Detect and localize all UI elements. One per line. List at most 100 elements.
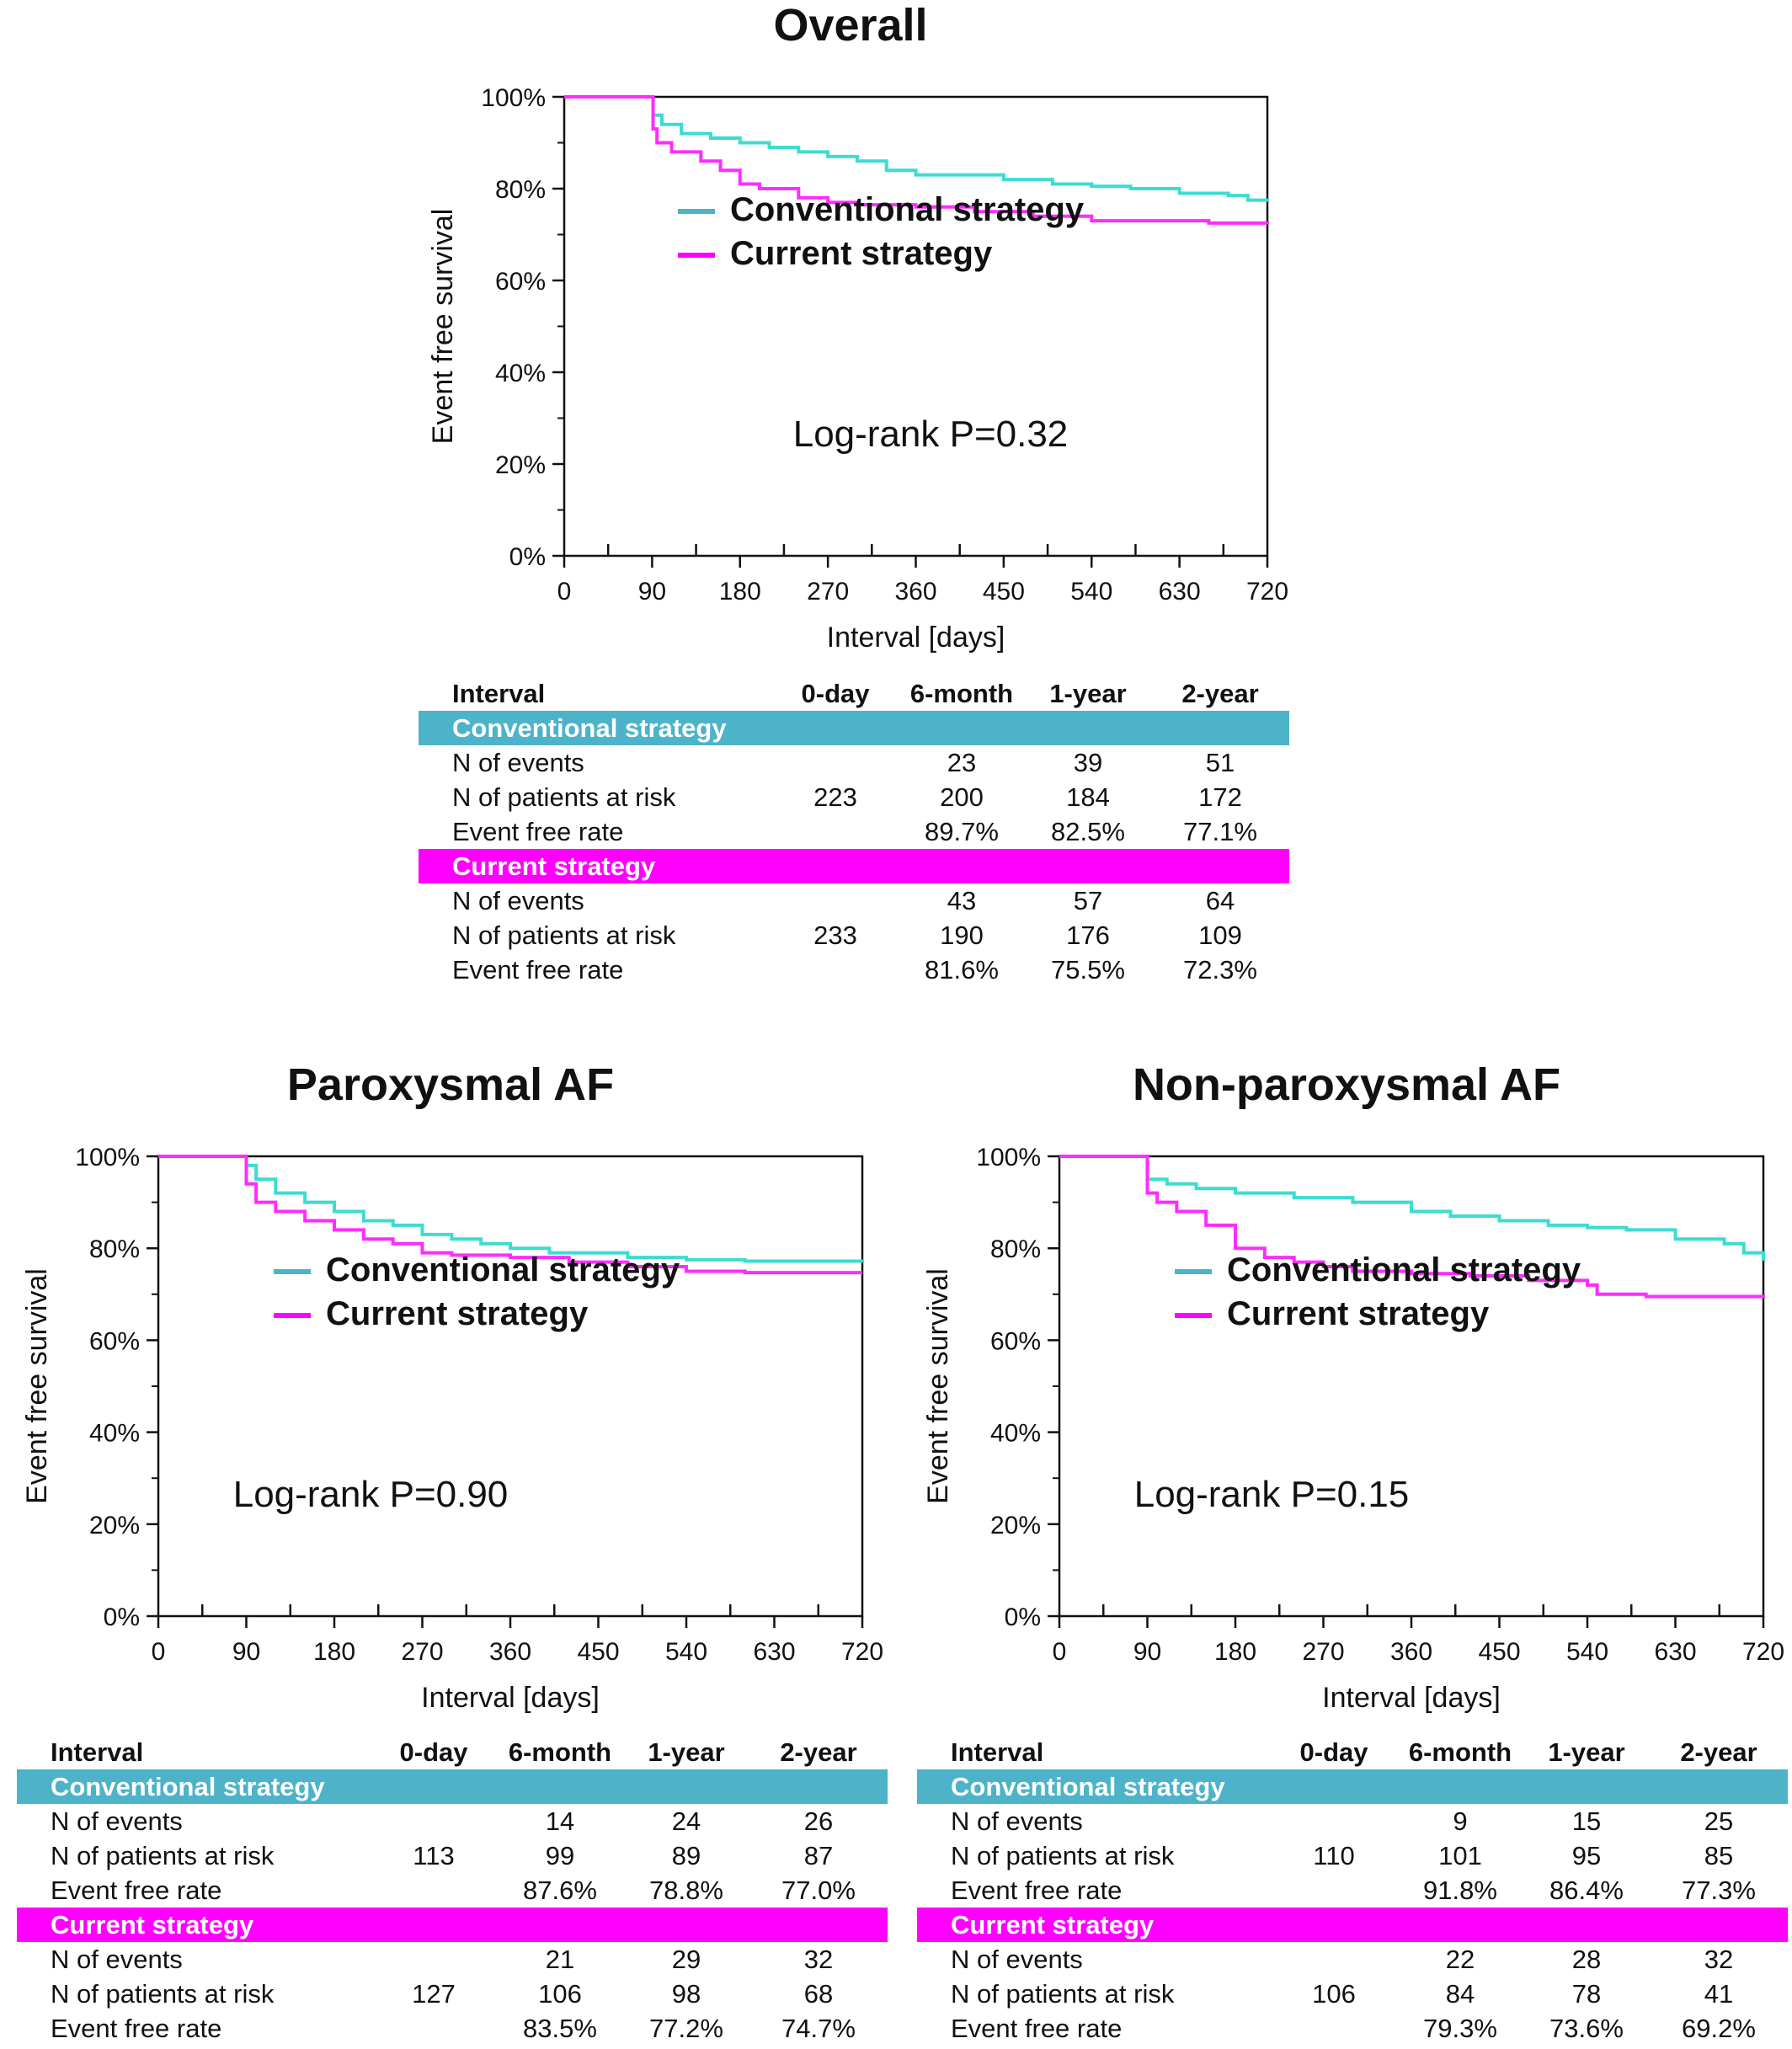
y-tick-label: 100%	[976, 1144, 1041, 1171]
row-label: Event free rate	[452, 955, 624, 984]
x-tick-label: 720	[841, 1638, 883, 1666]
table-cell	[1271, 1942, 1397, 1977]
y-tick-label: 40%	[990, 1420, 1041, 1448]
group-label: Current strategy	[17, 1908, 888, 1942]
paroxysmal-panel: Paroxysmal AF 0% 20% 40% 60% 80% 100% 0 90 180 27…	[0, 1059, 901, 2049]
table-cell	[772, 952, 899, 987]
conventional-strategy-curve	[158, 1155, 864, 1263]
table-cell	[772, 745, 899, 780]
group-label: Conventional strategy	[419, 711, 1289, 745]
table-cell: 84	[1445, 1979, 1475, 2009]
row-label: N of events	[951, 1945, 1083, 1974]
table-cell: 233	[813, 920, 857, 950]
table-header-cell: 1-year	[1548, 1737, 1625, 1767]
table-cell	[1271, 1804, 1397, 1838]
group-label: Current strategy	[419, 849, 1289, 883]
table-cell: 23	[947, 748, 977, 777]
plot-frame	[1058, 1155, 1765, 1618]
table-header-cell: 2-year	[1680, 1737, 1757, 1767]
row-label: Event free rate	[452, 817, 624, 846]
table-cell: 110	[1313, 1841, 1355, 1870]
table-cell: 81.6%	[925, 955, 999, 984]
x-tick-label: 360	[489, 1638, 531, 1666]
table-cell: 26	[803, 1806, 834, 1836]
table-cell: 78.8%	[649, 1876, 723, 1905]
table-cell: 51	[1205, 748, 1235, 777]
table-row: N of patients at risk 223 200 184 172	[419, 780, 1289, 814]
table-cell: 77.0%	[781, 1876, 856, 1905]
row-label: N of patients at risk	[452, 782, 676, 812]
table-row: N of events 43 57 64	[419, 883, 1289, 918]
row-label: N of patients at risk	[951, 1979, 1175, 2009]
table-cell: 127	[412, 1979, 456, 2009]
y-tick-label: 20%	[89, 1512, 140, 1539]
table-row: N of events 21 29 32	[17, 1942, 888, 1977]
x-tick-label: 720	[1246, 578, 1288, 606]
table-cell: 106	[538, 1979, 582, 2009]
x-tick-label: 630	[1654, 1638, 1696, 1666]
y-tick-label: 20%	[495, 451, 546, 479]
x-tick-label: 180	[1214, 1638, 1256, 1666]
row-label: N of patients at risk	[51, 1979, 275, 2009]
current-strategy-curve	[1059, 1155, 1765, 1299]
table-row: N of patients at risk 106 84 78 41	[917, 1977, 1788, 2011]
table-cell: 24	[671, 1806, 701, 1836]
group-row: Conventional strategy	[17, 1769, 888, 1804]
row-label: Event free rate	[51, 2014, 222, 2043]
table-cell: 190	[940, 920, 984, 950]
panel-title: Non-paroxysmal AF	[1132, 1059, 1561, 1110]
group-label: Conventional strategy	[917, 1769, 1788, 1804]
table-row: Event free rate 83.5% 77.2% 74.7%	[17, 2011, 888, 2046]
x-tick-label: 0	[557, 578, 572, 606]
x-tick-label: 90	[1133, 1638, 1161, 1666]
table-cell: 98	[671, 1979, 701, 2009]
table-row: N of events 14 24 26	[17, 1804, 888, 1838]
y-tick-label: 80%	[495, 176, 546, 204]
plot-frame	[563, 95, 1269, 558]
table-cell: 57	[1073, 886, 1103, 915]
km-chart-paroxysmal: 0% 20% 40% 60% 80% 100% 0 90 180 270 360 450 540 630 7…	[21, 1144, 883, 1714]
table-cell: 69.2%	[1682, 2014, 1756, 2043]
row-label: N of events	[51, 1945, 183, 1974]
y-tick-label: 20%	[990, 1512, 1041, 1539]
table-cell: 101	[1438, 1841, 1482, 1870]
current-strategy-curve	[158, 1155, 862, 1275]
table-header-row: Interval 0-day 6-month 1-year 2-year	[17, 1735, 888, 1769]
table-cell: 32	[803, 1945, 834, 1974]
table-header-cell: 0-day	[801, 679, 870, 708]
table-header-cell: 2-year	[1181, 679, 1259, 708]
table-cell	[371, 1942, 497, 1977]
km-chart-non-paroxysmal: 0% 20% 40% 60% 80% 100% 0 90 180 270 360 450 540 630 7…	[922, 1144, 1784, 1714]
x-tick-label: 540	[1070, 578, 1112, 606]
x-tick-label: 270	[401, 1638, 443, 1666]
table-cell: 15	[1571, 1806, 1602, 1836]
y-tick-label: 100%	[481, 84, 546, 112]
legend-label: Current strategy	[326, 1295, 589, 1332]
y-axis-title: Event free survival	[922, 1268, 954, 1504]
table-cell: 28	[1571, 1945, 1602, 1974]
row-label: N of events	[452, 748, 584, 777]
table-cell: 176	[1066, 920, 1110, 950]
conventional-strategy-curve	[1059, 1155, 1765, 1261]
x-tick-label: 450	[1478, 1638, 1520, 1666]
y-tick-label: 60%	[89, 1327, 140, 1355]
table-cell: 68	[803, 1979, 834, 2009]
table-header-cell: Interval	[51, 1737, 144, 1767]
table-cell: 91.8%	[1423, 1876, 1497, 1905]
table-cell: 39	[1073, 748, 1103, 777]
group-label: Conventional strategy	[17, 1769, 888, 1804]
y-tick-label: 60%	[990, 1327, 1041, 1355]
panel-title: Overall	[773, 0, 928, 51]
row-label: Event free rate	[951, 1876, 1123, 1905]
table-cell: 73.6%	[1549, 2014, 1624, 2043]
table-cell: 77.2%	[649, 2014, 723, 2043]
table-row: Event free rate 89.7% 82.5% 77.1%	[419, 814, 1289, 849]
table-cell	[371, 2011, 497, 2046]
panel-title: Paroxysmal AF	[286, 1059, 615, 1110]
table-header-cell: 6-month	[508, 1737, 612, 1767]
table-cell: 43	[947, 886, 977, 915]
table-cell: 89.7%	[925, 817, 999, 846]
table-cell: 83.5%	[523, 2014, 597, 2043]
table-row: Event free rate 91.8% 86.4% 77.3%	[917, 1873, 1788, 1908]
table-row: N of patients at risk 113 99 89 87	[17, 1838, 888, 1873]
